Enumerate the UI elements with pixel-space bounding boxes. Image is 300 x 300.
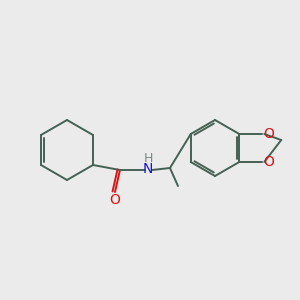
Text: O: O bbox=[110, 193, 120, 207]
Text: H: H bbox=[143, 152, 153, 166]
Text: O: O bbox=[263, 155, 274, 169]
Text: N: N bbox=[143, 162, 153, 176]
Text: O: O bbox=[263, 127, 274, 141]
